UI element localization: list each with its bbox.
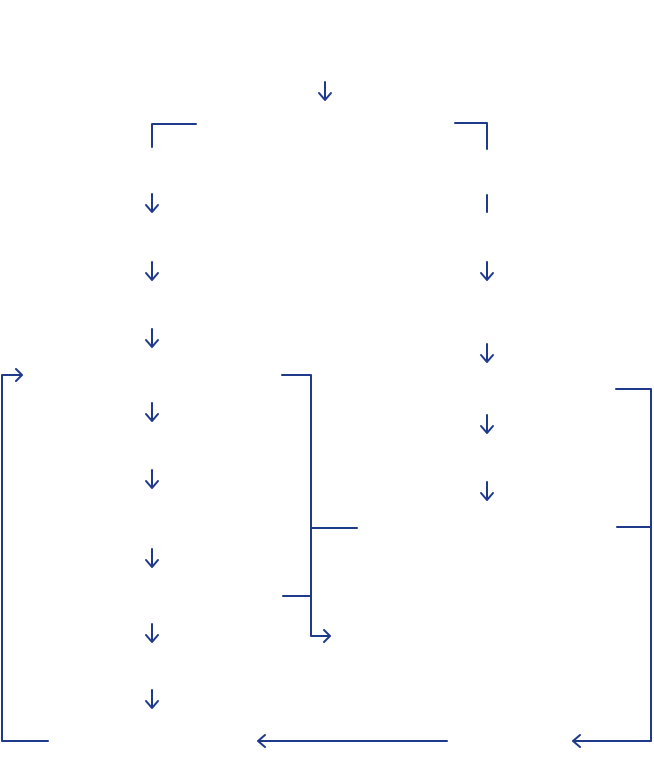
down-arrow-9 [145,689,159,709]
down-arrow-12 [480,414,494,434]
down-arrow-5 [145,402,159,422]
down-arrow-8 [145,623,159,643]
split-bracket-right [454,122,488,150]
split-bracket-left [151,123,197,148]
down-arrow-10 [480,261,494,281]
down-arrow-3 [145,261,159,281]
down-arrow-2 [145,193,159,213]
down-arrow-13 [480,481,494,501]
down-arrow-7 [145,548,159,568]
down-arrow-4 [145,328,159,348]
merge-bracket-left [281,374,331,643]
merge-bracket-right [572,388,652,748]
down-arrow-11 [480,343,494,363]
down-arrow-6 [145,469,159,489]
bottom-left-arrow [257,734,448,748]
feedback-loop-arrow [1,368,49,742]
down-arrow-1 [318,81,332,101]
